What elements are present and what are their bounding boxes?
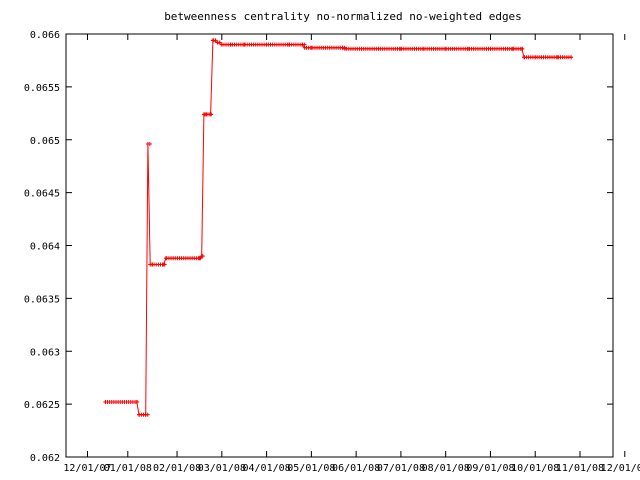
plot-frame (65, 33, 614, 458)
y-tick-label: 0.0655 (24, 83, 60, 94)
data-point (300, 42, 305, 47)
data-point (421, 46, 426, 51)
x-tick-label: 10/01/08 (511, 463, 559, 474)
x-tick-label: 05/01/08 (287, 463, 335, 474)
data-point (145, 141, 150, 146)
x-tick-label: 11/01/08 (556, 463, 604, 474)
data-point (342, 46, 347, 51)
data-point (510, 46, 515, 51)
x-tick-label: 09/01/08 (466, 463, 514, 474)
data-point (340, 45, 345, 50)
y-tick-label: 0.063 (30, 347, 60, 358)
x-tick-label: 03/01/08 (198, 463, 246, 474)
data-point (376, 46, 381, 51)
data-point (533, 55, 538, 60)
data-point (466, 46, 471, 51)
y-axis: 0.062 0.0625 0.063 0.0635 0.064 0.0645 0.065 0.… (24, 30, 613, 464)
data-point (143, 412, 148, 417)
data-point (286, 42, 291, 47)
y-tick-label: 0.062 (30, 453, 60, 464)
x-tick-label: 01/01/08 (104, 463, 152, 474)
data-point (150, 262, 155, 267)
chart-title: betweenness centrality no-normalized no-… (164, 10, 522, 23)
data-point (208, 112, 213, 117)
y-tick-label: 0.066 (30, 30, 60, 41)
data-point (264, 42, 269, 47)
x-tick-label: 06/01/08 (332, 463, 380, 474)
data-point (210, 38, 215, 43)
series-markers (103, 38, 574, 417)
y-tick-label: 0.0645 (24, 189, 60, 200)
x-tick-label: 04/01/08 (243, 463, 291, 474)
data-point (228, 42, 233, 47)
x-tick-label: 12/01/08 (601, 463, 640, 474)
data-point (219, 42, 224, 47)
x-tick-label: 02/01/08 (153, 463, 201, 474)
data-point (199, 254, 204, 259)
data-point (197, 256, 202, 261)
x-tick-label: 07/01/08 (377, 463, 425, 474)
data-point (103, 400, 108, 405)
y-tick-label: 0.065 (30, 136, 60, 147)
data-point (134, 400, 139, 405)
data-point (522, 55, 527, 60)
data-point (488, 46, 493, 51)
data-point (309, 45, 314, 50)
data-point (519, 46, 524, 51)
y-tick-label: 0.0635 (24, 294, 60, 305)
data-point (163, 256, 168, 261)
data-point (555, 55, 560, 60)
data-point (398, 46, 403, 51)
data-point (242, 42, 247, 47)
data-point (443, 46, 448, 51)
data-point (136, 412, 141, 417)
data-point (204, 112, 209, 117)
y-tick-label: 0.064 (30, 242, 60, 253)
x-tick-label: 08/01/08 (422, 463, 470, 474)
x-tick-label: 12/01/07 (63, 463, 111, 474)
data-point (302, 45, 307, 50)
series-line (105, 39, 571, 416)
data-point (161, 262, 166, 267)
data-point (569, 55, 574, 60)
data-point (215, 40, 220, 45)
y-tick-label: 0.0625 (24, 400, 60, 411)
